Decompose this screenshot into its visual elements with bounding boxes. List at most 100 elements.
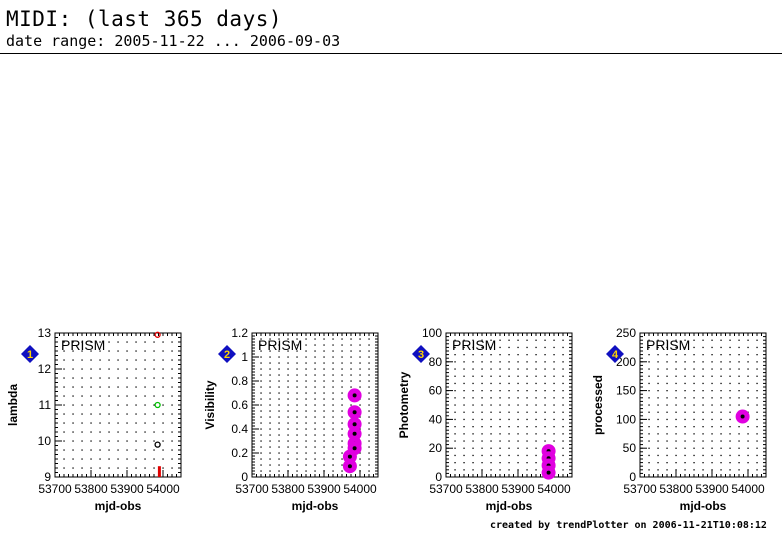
grid-dot — [63, 404, 65, 406]
grid-dot — [162, 377, 164, 379]
grid-dot — [332, 338, 334, 340]
grid-dot — [260, 344, 262, 346]
grid-dot — [738, 361, 740, 363]
grid-dot — [63, 341, 65, 343]
grid-dot — [499, 469, 501, 471]
grid-dot — [162, 395, 164, 397]
grid-dot — [756, 390, 758, 392]
grid-dot — [738, 375, 740, 377]
grid-dot — [368, 410, 370, 412]
grid-dot — [544, 368, 546, 370]
grid-dot — [738, 404, 740, 406]
grid-dot — [499, 440, 501, 442]
y-tick-label: 1 — [241, 350, 248, 364]
grid-dot — [684, 426, 686, 428]
grid-dot — [517, 426, 519, 428]
grid-dot — [350, 344, 352, 346]
grid-dot — [99, 359, 101, 361]
y-tick-label: 200 — [616, 355, 636, 369]
grid-dot — [81, 458, 83, 460]
grid-dot — [693, 418, 695, 421]
grid-dot — [72, 431, 74, 433]
grid-dot — [350, 350, 352, 352]
grid-dot — [490, 339, 492, 341]
grid-dot — [657, 418, 659, 421]
grid-dot — [720, 375, 722, 377]
grid-dot — [144, 413, 146, 415]
grid-dot — [648, 411, 650, 413]
grid-dot — [323, 392, 325, 394]
grid-dot — [269, 458, 271, 460]
grid-dot — [117, 377, 119, 379]
x-tick-label: 53700 — [623, 482, 657, 496]
grid-dot — [526, 390, 528, 392]
grid-dot — [481, 411, 483, 413]
grid-dot — [171, 386, 173, 388]
grid-dot — [738, 339, 740, 341]
grid-dot — [359, 380, 361, 382]
grid-dot — [499, 404, 501, 406]
grid-dot — [463, 382, 465, 385]
grid-dot — [305, 428, 307, 430]
grid-dot — [738, 454, 740, 457]
grid-dot — [648, 447, 650, 449]
grid-dot — [314, 374, 316, 376]
grid-dot — [720, 418, 722, 421]
grid-dot — [368, 446, 370, 448]
grid-dot — [675, 346, 677, 349]
grid-dot — [287, 392, 289, 394]
grid-dot — [720, 469, 722, 471]
grid-dot — [171, 341, 173, 343]
grid-dot — [260, 464, 262, 466]
grid-dot — [99, 449, 101, 451]
grid-dot — [278, 386, 280, 388]
grid-dot — [481, 382, 483, 385]
grid-dot — [314, 362, 316, 364]
grid-dot — [720, 346, 722, 349]
grid-dot — [90, 413, 92, 415]
grid-dot — [341, 452, 343, 454]
data-point-center — [352, 393, 357, 398]
grid-dot — [296, 416, 298, 418]
grid-dot — [472, 346, 474, 349]
grid-dot — [117, 458, 119, 460]
grid-dot — [269, 470, 271, 472]
grid-dot — [454, 454, 456, 457]
grid-dot — [490, 447, 492, 449]
grid-dot — [287, 440, 289, 442]
grid-dot — [323, 386, 325, 388]
grid-dot — [269, 338, 271, 340]
grid-dot — [90, 377, 92, 379]
grid-dot — [702, 354, 704, 356]
grid-dot — [341, 392, 343, 394]
grid-dot — [144, 377, 146, 379]
grid-dot — [323, 362, 325, 364]
grid-dot — [359, 356, 361, 358]
grid-dot — [544, 339, 546, 341]
grid-dot — [153, 386, 155, 388]
grid-dot — [135, 368, 137, 370]
grid-dot — [693, 411, 695, 413]
grid-dot — [81, 368, 83, 370]
grid-dot — [314, 386, 316, 388]
grid-dot — [481, 433, 483, 435]
grid-dot — [526, 354, 528, 356]
grid-dot — [63, 431, 65, 433]
grid-dot — [756, 454, 758, 457]
grid-dot — [63, 350, 65, 352]
grid-dot — [463, 462, 465, 464]
grid-dot — [296, 470, 298, 472]
grid-dot — [684, 447, 686, 449]
grid-dot — [359, 344, 361, 346]
grid-dot — [359, 368, 361, 370]
grid-dot — [278, 398, 280, 400]
grid-dot — [350, 356, 352, 358]
grid-dot — [305, 452, 307, 454]
grid-dot — [287, 434, 289, 436]
grid-dot — [517, 433, 519, 435]
grid-dot — [296, 338, 298, 340]
x-axis-label: mjd-obs — [486, 499, 533, 513]
grid-dot — [81, 350, 83, 352]
grid-dot — [508, 447, 510, 449]
grid-dot — [481, 368, 483, 370]
